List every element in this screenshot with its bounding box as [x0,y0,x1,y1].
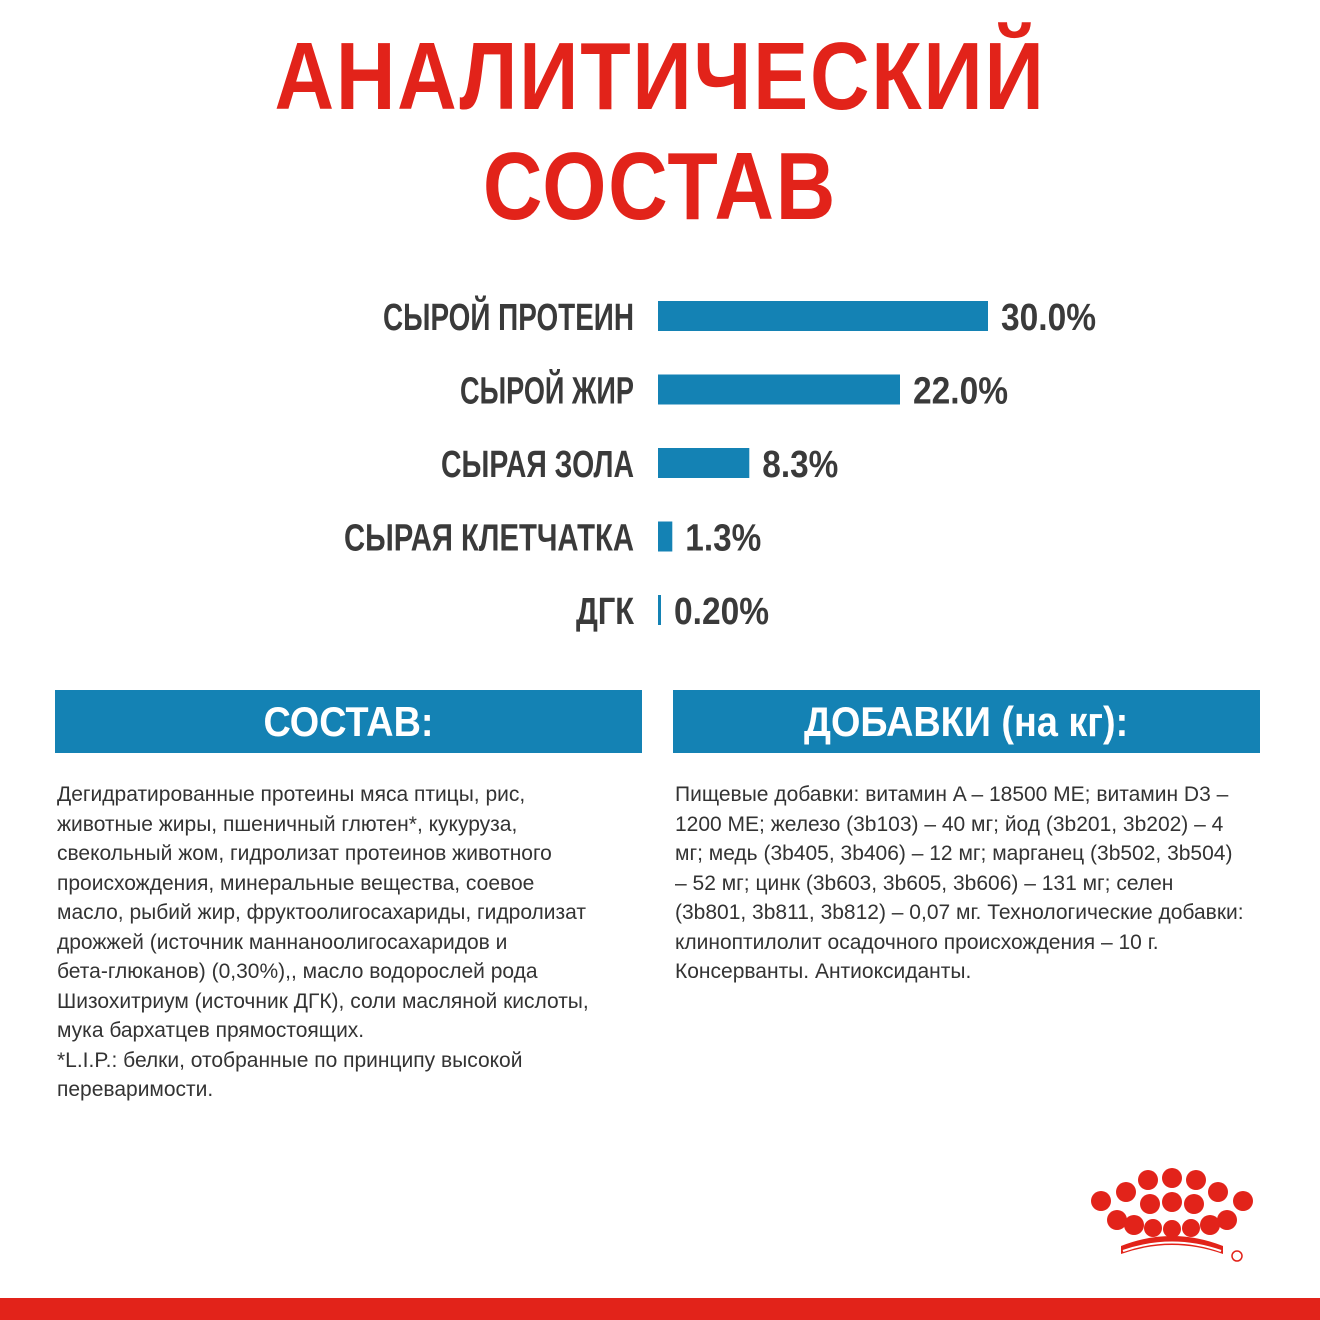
bottom-stripe [0,1298,1320,1320]
value-label: 1.3% [685,518,761,560]
category-label: СЫРАЯ КЛЕТЧАТКА [344,518,634,560]
additives-header: ДОБАВКИ (на кг): [673,690,1260,753]
ingredients-header: СОСТАВ: [55,690,642,753]
additives-heading: ДОБАВКИ (на кг): [804,698,1129,745]
analysis-bar-chart: СЫРОЙ ПРОТЕИН 30.0% СЫРОЙ ЖИР 22.0% СЫРАЯ ЗО… [344,294,1096,633]
value-label: 30.0% [1001,297,1096,339]
royal-canin-crown-icon [1091,1168,1253,1262]
ingredients-text: Дегидратированные протеины мяса птицы, р… [57,783,589,1101]
bar [658,521,673,552]
bar [658,374,900,405]
category-label: СЫРОЙ ЖИР [460,368,634,413]
category-label: СЫРАЯ ЗОЛА [441,444,634,486]
category-label: СЫРОЙ ПРОТЕИН [383,294,634,339]
additives-text: Пищевые добавки: витамин A – 18500 МЕ; в… [675,783,1244,983]
category-label: ДГК [576,591,635,633]
bar [658,301,988,331]
value-label: 22.0% [913,371,1008,413]
value-label: 8.3% [762,444,838,486]
ingredients-heading: СОСТАВ: [263,698,434,745]
bar [658,595,661,625]
bar [658,448,750,478]
value-label: 0.20% [674,591,769,633]
page-title: АНАЛИТИЧЕСКИЙ СОСТАВ [274,23,1046,240]
